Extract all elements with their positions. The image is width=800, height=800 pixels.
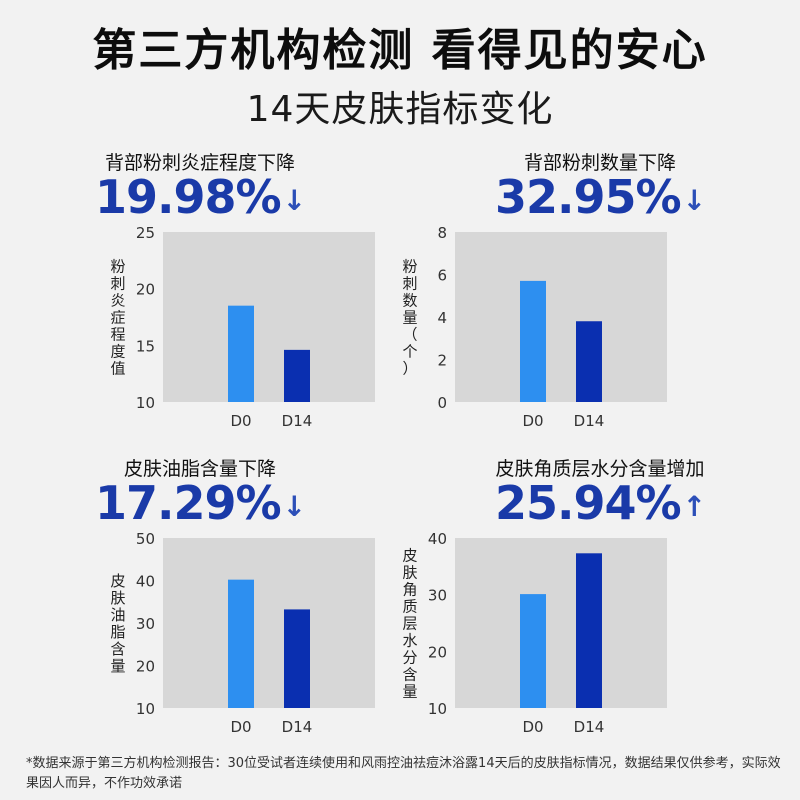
y-axis-label: 皮肤油脂含量 [110, 572, 125, 675]
bar-d14 [576, 553, 602, 708]
y-tick-label: 20 [428, 643, 447, 661]
change-percent: 19.98%↓ [94, 170, 306, 224]
bar-chart: 10 20 30 40 50 皮肤油脂含量 D0 D14 [110, 530, 375, 736]
bar-d14 [576, 321, 602, 402]
bar-chart: 10 20 30 40 皮肤角质层水分含量 D0 D14 [402, 530, 667, 736]
y-tick-label: 6 [437, 267, 447, 285]
y-axis-label: 粉刺炎症程度值 [110, 258, 125, 378]
plot-area [455, 232, 667, 402]
bar-chart: 0 2 4 6 8 粉刺数量（个） D0 D14 [402, 224, 667, 430]
bar-d14 [284, 609, 310, 708]
y-tick-label: 25 [136, 224, 155, 242]
footnote: *数据来源于第三方机构检测报告：30位受试者连续使用和风雨控油祛痘沐浴露14天后… [26, 756, 781, 791]
y-axis-label: 粉刺数量（个） [402, 258, 417, 378]
y-tick-label: 50 [136, 530, 155, 548]
y-tick-label: 15 [136, 337, 155, 355]
x-tick-label: D14 [574, 412, 605, 430]
arrow-up-icon: ↑ [682, 490, 706, 523]
chart-panel-2: 背部粉刺数量下降 32.95%↓ 0 2 4 6 8 粉刺数量（个） D0 D14 [400, 148, 800, 478]
plot-area [163, 538, 375, 708]
chart-panel-3: 皮肤油脂含量下降 17.29%↓ 10 20 30 40 50 皮肤油脂含量 D0 D14 [0, 454, 400, 784]
x-tick-label: D0 [230, 412, 251, 430]
bar-chart: 10 15 20 25 粉刺炎症程度值 D0 D14 [110, 224, 375, 430]
y-tick-label: 20 [136, 658, 155, 676]
y-tick-label: 10 [136, 394, 155, 412]
x-tick-label: D0 [522, 412, 543, 430]
change-percent: 17.29%↓ [94, 476, 306, 530]
chart-title: 背部粉刺数量下降 [523, 152, 676, 174]
y-tick-label: 20 [136, 281, 155, 299]
plot-area [455, 538, 667, 708]
chart-panel-4: 皮肤角质层水分含量增加 25.94%↑ 10 20 30 40 皮肤角质层水分含量 D0 D… [400, 454, 800, 784]
bar-d0 [228, 305, 254, 402]
x-tick-label: D14 [282, 412, 313, 430]
y-tick-label: 10 [136, 700, 155, 718]
y-tick-label: 8 [437, 224, 447, 242]
chart-title: 皮肤油脂含量下降 [123, 458, 276, 480]
y-tick-label: 10 [428, 700, 447, 718]
chart-panel-1: 背部粉刺炎症程度下降 19.98%↓ 10 15 20 25 粉刺炎症程度值 D0 D14 [0, 148, 400, 478]
y-tick-label: 0 [437, 394, 447, 412]
chart-title: 皮肤角质层水分含量增加 [495, 458, 705, 480]
arrow-down-icon: ↓ [682, 184, 706, 217]
plot-area [163, 232, 375, 402]
page-title: 第三方机构检测 看得见的安心 [92, 25, 708, 76]
y-tick-label: 30 [428, 587, 447, 605]
y-axis-label: 皮肤角质层水分含量 [402, 547, 417, 701]
arrow-down-icon: ↓ [282, 184, 306, 217]
bar-d0 [520, 594, 546, 708]
page-subtitle: 14天皮肤指标变化 [246, 89, 554, 130]
arrow-down-icon: ↓ [282, 490, 306, 523]
x-tick-label: D0 [230, 718, 251, 736]
y-tick-label: 4 [437, 309, 447, 327]
y-tick-label: 30 [136, 615, 155, 633]
bar-d0 [520, 280, 546, 402]
y-tick-label: 40 [136, 573, 155, 591]
bar-d14 [284, 349, 310, 402]
y-tick-label: 2 [437, 352, 447, 370]
x-tick-label: D0 [522, 718, 543, 736]
change-percent: 32.95%↓ [494, 170, 706, 224]
x-tick-label: D14 [574, 718, 605, 736]
chart-title: 背部粉刺炎症程度下降 [104, 152, 295, 174]
bar-d0 [228, 579, 254, 708]
change-percent: 25.94%↑ [494, 476, 706, 530]
y-tick-label: 40 [428, 530, 447, 548]
x-tick-label: D14 [282, 718, 313, 736]
